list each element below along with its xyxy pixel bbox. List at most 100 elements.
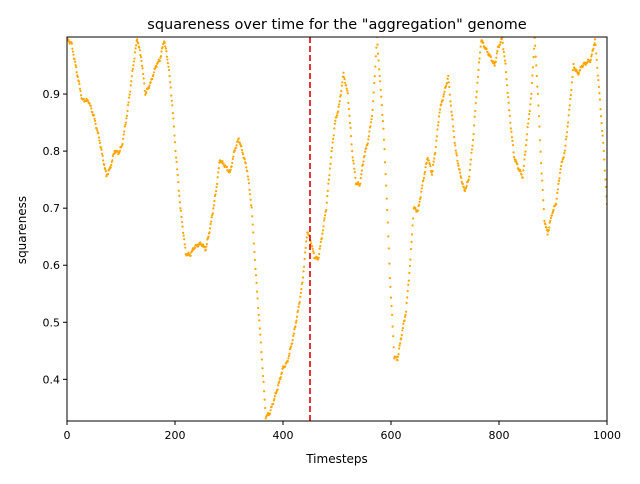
data-point	[537, 115, 541, 118]
data-point	[102, 159, 105, 162]
data-point	[361, 163, 365, 166]
data-point	[446, 77, 449, 80]
data-point	[367, 138, 370, 141]
data-point	[551, 212, 554, 215]
data-point	[458, 168, 461, 171]
data-point	[78, 87, 82, 90]
data-point	[375, 46, 378, 49]
data-point	[422, 176, 426, 180]
data-point	[495, 52, 498, 55]
data-point	[558, 171, 562, 174]
data-point	[179, 209, 183, 212]
data-point	[400, 337, 403, 340]
data-point	[516, 163, 519, 166]
data-point	[414, 206, 417, 210]
data-point	[347, 107, 350, 111]
data-point	[561, 160, 564, 163]
data-point	[407, 283, 410, 286]
data-point	[369, 121, 373, 124]
data-point	[343, 78, 346, 81]
data-point	[595, 58, 598, 61]
data-point	[435, 135, 438, 138]
data-point	[129, 84, 132, 87]
data-point	[214, 190, 218, 193]
data-point	[139, 54, 142, 57]
data-point	[570, 81, 574, 84]
data-point	[354, 176, 357, 179]
data-point	[207, 235, 210, 238]
data-point	[286, 360, 289, 363]
data-point	[505, 78, 508, 81]
data-point	[569, 97, 572, 101]
data-point	[213, 199, 216, 203]
data-point	[569, 94, 572, 97]
data-point	[274, 392, 278, 395]
data-point	[187, 251, 190, 254]
data-point	[371, 114, 374, 118]
data-point	[125, 114, 129, 117]
data-point	[470, 151, 473, 154]
data-point	[405, 301, 408, 305]
data-point	[369, 125, 372, 128]
data-point	[555, 203, 558, 206]
data-point	[562, 156, 565, 159]
data-point	[514, 158, 517, 162]
data-point	[124, 123, 127, 126]
data-point	[411, 224, 414, 227]
data-point	[127, 101, 130, 104]
data-point	[403, 319, 406, 322]
data-point	[89, 104, 92, 107]
data-point	[101, 154, 104, 157]
data-point	[368, 130, 371, 133]
data-point	[301, 276, 305, 279]
data-point	[139, 56, 143, 59]
data-point	[217, 167, 220, 170]
data-point	[528, 109, 531, 113]
data-point	[513, 155, 516, 159]
axes: 0 200 400 600 800 1000 0.4 0.5 0.6 0.7 0.8 0.9	[43, 36, 621, 442]
data-point	[103, 163, 106, 167]
data-point	[158, 59, 161, 62]
data-point	[294, 325, 297, 328]
data-point	[592, 43, 596, 47]
data-point	[161, 46, 164, 49]
data-point	[427, 159, 430, 162]
data-point	[436, 128, 439, 131]
data-point	[173, 134, 176, 137]
data-point	[173, 141, 177, 144]
data-point	[602, 149, 605, 153]
data-point	[97, 132, 100, 135]
data-point	[425, 161, 428, 164]
data-point	[312, 252, 315, 255]
data-point	[530, 81, 534, 85]
data-point	[236, 140, 239, 143]
data-point	[453, 141, 456, 144]
data-point	[93, 117, 96, 120]
data-point	[238, 141, 241, 144]
data-point	[319, 240, 322, 244]
data-point	[341, 81, 344, 84]
data-point	[456, 162, 460, 165]
data-point	[519, 170, 522, 173]
data-point	[123, 130, 126, 133]
data-point	[166, 58, 169, 61]
data-point	[178, 194, 181, 197]
data-point	[349, 126, 352, 129]
data-point	[577, 73, 580, 76]
data-point	[542, 199, 545, 202]
data-point	[525, 133, 529, 136]
data-point	[401, 327, 404, 330]
data-point	[590, 53, 593, 56]
data-point	[123, 125, 126, 128]
data-point	[598, 98, 602, 101]
data-point	[259, 341, 262, 344]
data-point	[248, 188, 251, 191]
data-point	[258, 319, 261, 322]
data-point	[292, 332, 295, 335]
data-point	[151, 77, 154, 81]
data-point	[257, 306, 260, 309]
data-point	[231, 161, 234, 164]
data-point	[243, 158, 246, 161]
data-point	[163, 41, 166, 44]
data-point	[337, 105, 340, 108]
